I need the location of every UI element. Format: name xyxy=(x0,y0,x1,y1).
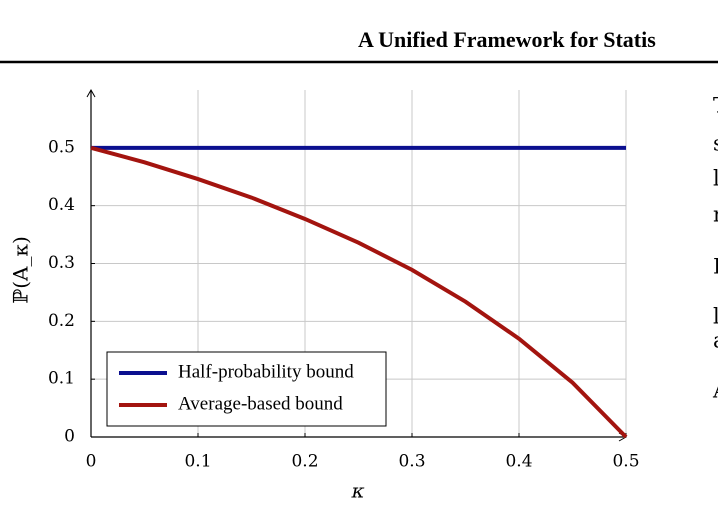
series-line xyxy=(90,145,628,439)
y-tick-label: 0.3 xyxy=(48,253,75,273)
x-tick-label: 0.3 xyxy=(398,452,425,472)
chart: 0 0.1 0.2 0.3 0.4 0.5 0 0.1 0.2 0.3 0.4 0.5 Half-pro… xyxy=(48,88,640,472)
axis-arrow xyxy=(86,88,96,98)
running-header: A Unified Framework for Statis xyxy=(358,27,656,52)
y-tick-label: 0 xyxy=(64,427,75,447)
text-fragment: T xyxy=(713,94,718,118)
text-fragment: r xyxy=(713,203,718,227)
y-tick-label: 0.4 xyxy=(48,195,75,215)
x-tick-label: 0.1 xyxy=(184,452,211,472)
y-tick-label: 0.2 xyxy=(48,311,75,331)
x-tick-label: 0.2 xyxy=(291,452,318,472)
y-tick-label: 0.1 xyxy=(48,369,75,389)
text-fragment: l xyxy=(713,167,718,191)
text-fragment: s xyxy=(713,132,718,156)
text-fragment: a xyxy=(713,329,718,353)
right-column: TslrIlaA xyxy=(712,94,718,403)
text-fragment: l xyxy=(713,305,718,329)
legend-label: Average-based bound xyxy=(178,393,343,414)
y-axis-label: ℙ(A_κ) xyxy=(9,236,33,304)
y-tick-label: 0.5 xyxy=(48,137,75,157)
x-tick-label: 0.5 xyxy=(612,452,639,472)
legend: Half-probability bound Average-based boun… xyxy=(106,351,387,427)
legend-label: Half-probability bound xyxy=(178,361,354,382)
x-axis-label: κ xyxy=(350,479,364,503)
text-fragment: A xyxy=(712,379,718,403)
x-tick-label: 0.4 xyxy=(505,452,532,472)
x-tick-label: 0 xyxy=(86,452,97,472)
legend-box xyxy=(106,351,387,427)
text-fragment: I xyxy=(713,255,718,279)
